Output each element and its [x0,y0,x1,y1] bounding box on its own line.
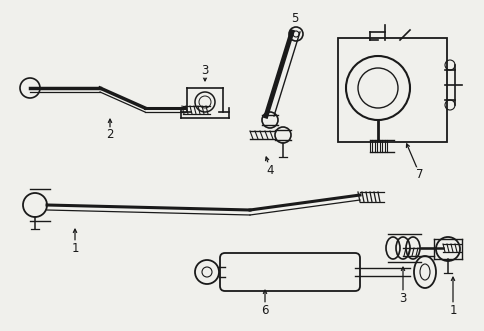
Text: 7: 7 [415,168,423,181]
Text: 3: 3 [398,292,406,305]
Text: 6: 6 [261,304,268,316]
Text: 1: 1 [448,304,456,316]
Text: 1: 1 [71,242,78,255]
Text: 3: 3 [201,64,208,76]
Text: 2: 2 [106,128,114,141]
Text: 4: 4 [266,164,273,176]
Text: 5: 5 [291,12,298,24]
